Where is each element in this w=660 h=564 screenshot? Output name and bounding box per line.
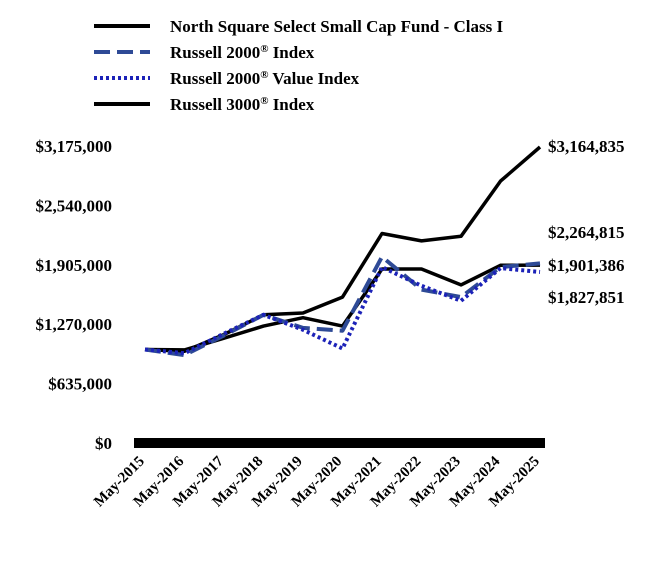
y-tick-label: $1,905,000	[36, 256, 113, 275]
y-tick-label: $0	[95, 434, 112, 453]
end-value-label: $1,901,386	[548, 256, 625, 275]
series-line-0	[144, 263, 541, 352]
end-value-label: $1,827,851	[548, 288, 625, 307]
y-tick-label: $1,270,000	[36, 315, 113, 334]
y-tick-label: $635,000	[48, 375, 112, 394]
y-tick-label: $3,175,000	[36, 137, 113, 156]
end-value-label: $3,164,835	[548, 137, 625, 156]
end-value-labels: $3,164,835 $2,264,815 $1,901,386 $1,827,851	[548, 137, 625, 307]
legend-entry-2: Russell 2000® Value Index	[170, 69, 360, 88]
y-axis: $0 $635,000 $1,270,000 $1,905,000 $2,540,000…	[36, 137, 113, 453]
chart-legend: North Square Select Small Cap Fund - Cla…	[94, 17, 503, 114]
series-line-3	[144, 145, 542, 354]
y-tick-label: $2,540,000	[36, 196, 113, 215]
series-line-2	[144, 265, 541, 356]
x-axis: May-2015May-2016May-2017May-2018May-2019…	[91, 453, 543, 510]
legend-entry-1: Russell 2000® Index	[170, 43, 315, 62]
zero-baseline	[134, 438, 545, 448]
series-line-1	[144, 254, 541, 358]
end-value-label: $2,264,815	[548, 223, 625, 242]
legend-entry-0: North Square Select Small Cap Fund - Cla…	[170, 17, 503, 36]
x-axis-baseline	[134, 438, 545, 448]
legend-entry-3: Russell 3000® Index	[170, 95, 315, 114]
series-lines	[144, 145, 542, 358]
